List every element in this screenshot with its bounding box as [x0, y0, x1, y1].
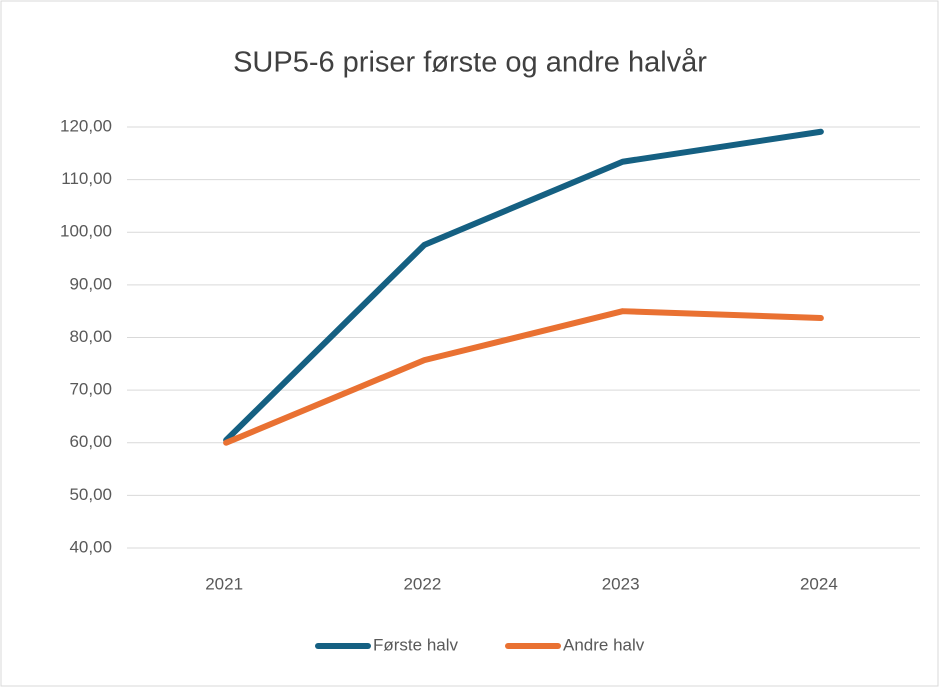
y-tick-label: 70,00: [69, 380, 112, 399]
x-tick-label: 2023: [602, 574, 640, 593]
series-line: [223, 308, 824, 446]
x-tick-label: 2024: [800, 574, 838, 593]
legend-label: Andre halv: [563, 635, 645, 654]
y-tick-label: 80,00: [69, 327, 112, 346]
x-tick-label: 2022: [403, 574, 441, 593]
y-tick-label: 90,00: [69, 274, 112, 293]
y-tick-label: 100,00: [60, 222, 112, 241]
chart-title: SUP5-6 priser første og andre halvår: [233, 47, 707, 79]
y-tick-label: 120,00: [60, 116, 112, 135]
y-tick-label: 60,00: [69, 432, 112, 451]
series-line: [223, 128, 824, 444]
x-tick-label: 2021: [205, 574, 243, 593]
y-tick-label: 40,00: [69, 537, 112, 556]
y-tick-label: 50,00: [69, 485, 112, 504]
legend-label: Første halv: [373, 635, 459, 654]
y-tick-label: 110,00: [61, 169, 112, 188]
